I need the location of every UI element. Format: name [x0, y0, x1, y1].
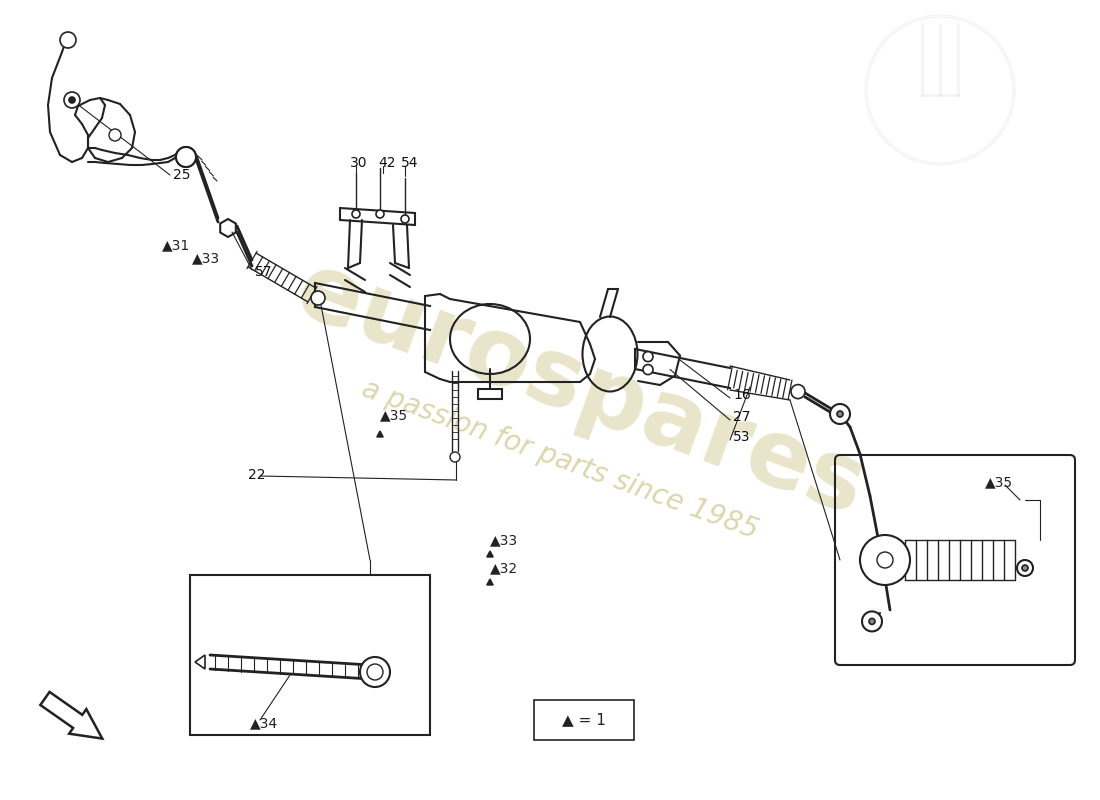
Circle shape: [830, 404, 850, 424]
Circle shape: [109, 129, 121, 141]
Text: ▲ = 1: ▲ = 1: [562, 713, 606, 727]
Text: ▲33: ▲33: [490, 533, 518, 547]
Circle shape: [176, 147, 196, 167]
Circle shape: [862, 611, 882, 631]
Circle shape: [877, 552, 893, 568]
Text: 16: 16: [733, 388, 750, 402]
Circle shape: [352, 210, 360, 218]
Text: 57: 57: [255, 265, 273, 279]
Text: 30: 30: [350, 156, 367, 170]
Text: 27: 27: [733, 410, 750, 424]
Circle shape: [837, 411, 843, 417]
Text: 53: 53: [733, 430, 750, 444]
Circle shape: [176, 147, 196, 167]
Circle shape: [1022, 565, 1028, 571]
Text: ▲35: ▲35: [984, 475, 1013, 489]
Polygon shape: [377, 431, 383, 437]
Bar: [534, 700, 634, 740]
Text: a passion for parts since 1985: a passion for parts since 1985: [359, 375, 762, 545]
Circle shape: [791, 385, 805, 398]
Text: ▲31: ▲31: [162, 238, 190, 252]
Circle shape: [402, 215, 409, 223]
Circle shape: [376, 210, 384, 218]
Text: ▲34: ▲34: [250, 716, 278, 730]
Polygon shape: [487, 579, 493, 585]
Circle shape: [1018, 560, 1033, 576]
Text: 22: 22: [248, 468, 265, 482]
Circle shape: [311, 291, 324, 305]
Bar: [190, 575, 430, 735]
Circle shape: [60, 32, 76, 48]
Circle shape: [64, 92, 80, 108]
Circle shape: [450, 452, 460, 462]
Circle shape: [360, 657, 390, 687]
Text: eurospares: eurospares: [284, 245, 877, 535]
Text: 54: 54: [402, 156, 418, 170]
Text: ▲33: ▲33: [192, 251, 220, 265]
Circle shape: [869, 618, 874, 624]
Circle shape: [182, 153, 190, 161]
Polygon shape: [487, 551, 493, 557]
Text: 42: 42: [378, 156, 396, 170]
Circle shape: [644, 352, 653, 362]
Text: 25: 25: [173, 168, 190, 182]
Circle shape: [644, 365, 653, 374]
Circle shape: [367, 664, 383, 680]
Circle shape: [860, 535, 910, 585]
Text: ▲32: ▲32: [490, 561, 518, 575]
Circle shape: [69, 97, 75, 103]
Text: ▲35: ▲35: [379, 408, 408, 422]
